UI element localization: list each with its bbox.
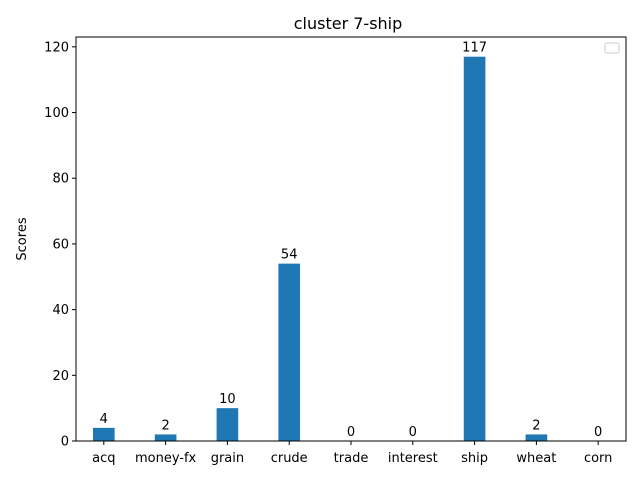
bar-value-label: 54 (281, 248, 298, 263)
y-tick-label: 60 (52, 237, 69, 252)
bar-value-label: 0 (347, 425, 355, 440)
x-tick-label: acq (92, 451, 115, 466)
bar-value-label: 10 (219, 392, 236, 407)
y-tick-label: 120 (44, 40, 69, 55)
x-tick-label: money-fx (135, 451, 197, 466)
bar-money-fx (154, 434, 177, 441)
y-tick-label: 0 (61, 435, 69, 450)
plot-area: 4 acq 2 money-fx 10 grain 54 crude 0 trade 0 intere… (44, 36, 627, 466)
y-tick-label: 40 (52, 303, 69, 318)
bar-value-label: 2 (161, 418, 169, 433)
bar-crude (278, 263, 301, 441)
bar-value-label: 117 (462, 41, 487, 56)
y-axis-label: Scores (15, 217, 30, 260)
x-tick-label: trade (334, 451, 369, 466)
bar-acq (92, 427, 115, 441)
bar-value-label: 0 (409, 425, 417, 440)
bar-value-label: 4 (100, 412, 108, 427)
chart-title: cluster 7-ship (294, 14, 403, 33)
legend-box (604, 42, 620, 54)
x-tick-label: corn (584, 451, 612, 466)
bar-value-label: 2 (532, 418, 540, 433)
x-tick-label: crude (271, 451, 308, 466)
axes-frame (75, 36, 627, 442)
x-tick-label: ship (461, 451, 488, 466)
y-tick-label: 80 (52, 172, 69, 187)
x-tick-label: wheat (516, 451, 556, 466)
x-tick-label: grain (211, 451, 244, 466)
bar-wheat (525, 434, 548, 441)
y-tick-label: 100 (44, 106, 69, 121)
bar-value-label: 0 (594, 425, 602, 440)
y-tick-label: 20 (52, 369, 69, 384)
bar-grain (216, 408, 239, 441)
bar-ship (463, 56, 486, 442)
x-tick-label: interest (388, 451, 438, 466)
